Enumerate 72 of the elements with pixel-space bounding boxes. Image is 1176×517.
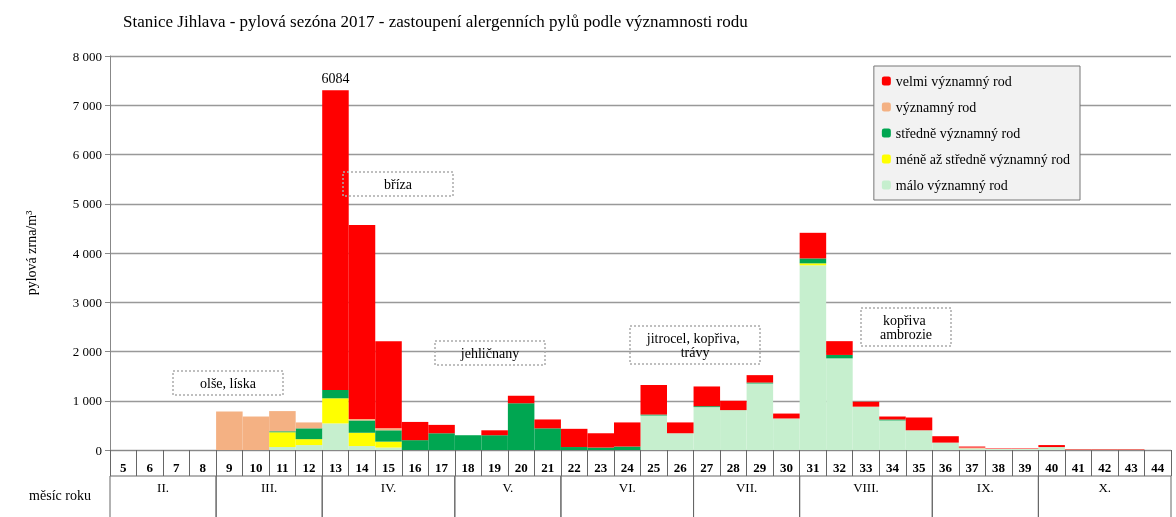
x-tick-label: 18 [461,460,476,475]
x-tick-label: 15 [382,460,396,475]
x-tick-label: 23 [594,460,608,475]
x-tick-label: 30 [779,460,793,475]
x-tick-label: 7 [173,460,181,475]
x-tick-label: 28 [726,460,741,475]
x-tick-label: 31 [806,460,820,475]
x-tick-label: 5 [120,460,128,475]
x-tick-label: 21 [541,460,555,475]
text: VIII. [853,479,879,495]
y-tick-label: 2 000 [72,344,102,359]
chart-title: Stanice Jihlava - pylová sezóna 2017 - zastoupení alergenních pylů podle významnosti rodu [123,12,749,31]
x-tick-label: 13 [328,460,343,475]
x-tick-label: 11 [276,460,289,475]
x-tick-label: 27 [700,460,714,475]
x-tick-label: 8 [199,460,207,475]
x-tick-label: 33 [859,460,873,475]
text: VI. [618,479,636,495]
legend-label: středně významný rod [895,125,1021,141]
text: III. [261,479,278,495]
y-tick-label: 8 000 [72,48,102,64]
x-tick-label: 44 [1151,460,1165,475]
x-tick-label: 39 [1018,460,1033,475]
x-tick-label: 35 [912,460,927,475]
annotation: kopřiva ambrozie [879,312,933,342]
text: VII. [735,479,758,495]
x-tick-label: 20 [514,460,528,475]
x-tick-label: 36 [939,460,953,475]
x-tick-label: 12 [302,460,316,475]
x-tick-label: 38 [992,460,1006,475]
legend-label: významný rod [895,99,977,115]
y-tick-label: 1 000 [72,393,102,409]
x-tick-label: 10 [249,460,263,475]
text: IX. [976,479,994,495]
legend-label: velmi významný rod [895,73,1012,89]
x-tick-label: 32 [832,460,846,475]
x-tick-label: 41 [1071,460,1085,475]
x-tick-label: 37 [965,460,980,475]
x-tick-label: 6 [146,460,154,475]
x-tick-label: 17 [435,460,449,475]
x-tick-label: 16 [408,460,423,475]
text: IV. [380,479,397,495]
annotation: bříza [384,176,413,192]
legend-label: málo významný rod [895,177,1008,193]
y-tick-label: 6 000 [72,147,102,162]
y-tick-label: 0 [95,442,102,458]
x-tick-label: 40 [1045,460,1059,475]
x-tick-label: 34 [885,460,900,475]
x-tick-label: 25 [647,460,661,475]
data-label: 6084 [321,70,350,86]
y-axis-title: pylová zrna/m³ [23,210,39,296]
text: V. [502,479,514,495]
x-tick-label: 42 [1098,460,1112,475]
y-tick-label: 7 000 [72,97,102,113]
text: X. [1098,479,1112,495]
x-tick-label: 14 [355,460,369,475]
x-tick-label: 26 [673,460,688,475]
x-tick-label: 19 [488,460,502,475]
x-axis-title: měsíc roku [29,487,91,503]
y-tick-label: 3 000 [72,294,102,310]
x-tick-label: 43 [1124,460,1139,475]
y-tick-label: 4 000 [72,245,102,261]
legend-label: méně až středně významný rod [895,151,1070,167]
x-tick-label: 29 [753,460,767,475]
annotation: jitrocel, kopřiva, trávy [645,330,744,360]
x-tick-label: 24 [620,460,635,475]
annotation: olše, líska [200,375,257,391]
x-tick-label: 22 [567,460,581,475]
text: II. [157,479,170,495]
x-tick-label: 9 [226,460,234,475]
y-tick-label: 5 000 [72,196,102,212]
annotation: jehličnany [459,345,520,361]
